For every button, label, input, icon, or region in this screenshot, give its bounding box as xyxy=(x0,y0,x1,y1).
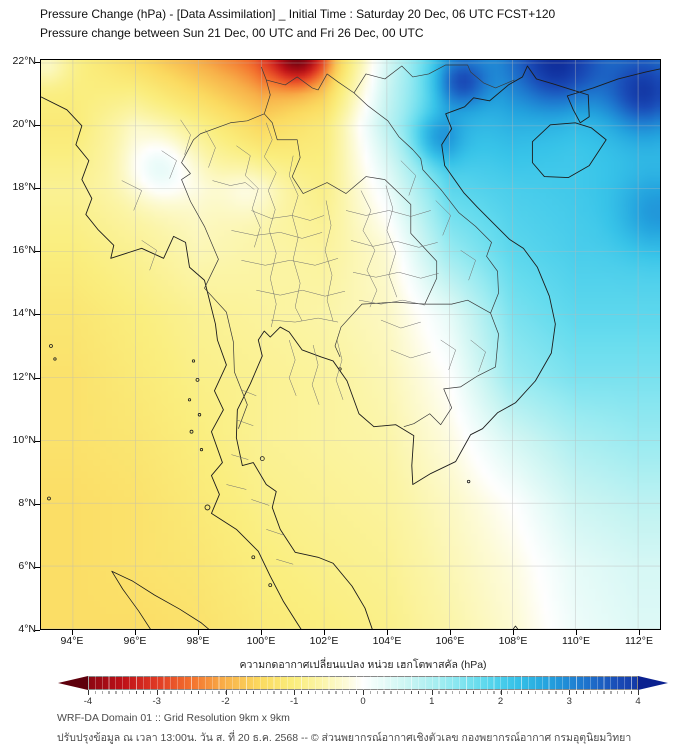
x-axis-tick xyxy=(513,630,514,635)
coast-myanmar-peninsula-west xyxy=(41,96,302,629)
x-axis-tick xyxy=(135,630,136,635)
x-axis-tick xyxy=(387,630,388,635)
y-axis-label: 22°N xyxy=(12,55,36,67)
colorbar-segments xyxy=(88,676,638,690)
footer-domain-info: WRF-DA Domain 01 :: Grid Resolution 9km … xyxy=(57,712,290,724)
footer-update-info: ปรับปรุงข้อมูล ณ เวลา 13:00น. วัน ส. ที่… xyxy=(57,732,632,744)
y-axis-label: 4°N xyxy=(18,622,36,635)
y-axis-tick xyxy=(35,566,40,568)
coast-hainan-island xyxy=(531,122,607,179)
y-axis-tick xyxy=(35,62,40,63)
pressure-change-heatmap xyxy=(41,60,660,629)
y-axis-label: 12°N xyxy=(12,370,36,383)
islands xyxy=(47,344,471,588)
x-axis-label: 102°E xyxy=(309,635,339,647)
coast-gulf-vietnam-china xyxy=(235,65,660,629)
colorbar-major-tick xyxy=(500,690,502,695)
province-borders xyxy=(121,119,486,565)
colorbar xyxy=(58,676,668,690)
y-axis-label: 6°N xyxy=(18,559,36,572)
plot-title-line1: Pressure Change (hPa) - [Data Assimilati… xyxy=(40,7,556,21)
x-axis-label: 110°E xyxy=(562,635,590,647)
colorbar-tick-label: 3 xyxy=(566,696,572,707)
y-axis-label: 8°N xyxy=(18,496,36,509)
colorbar-tick-label: -2 xyxy=(221,696,230,707)
y-axis-label: 18°N xyxy=(12,181,36,194)
colorbar-right-arrow xyxy=(638,676,668,690)
colorbar-major-tick xyxy=(569,690,571,695)
colorbar-tick-label: -4 xyxy=(83,696,93,707)
colorbar-title: ความกดอากาศเปลี่ยนแปลง หน่วย เฮกโตพาสคัล… xyxy=(239,659,487,671)
x-axis-tick xyxy=(198,630,199,635)
colorbar-tick-label: 2 xyxy=(497,696,504,707)
colorbar-major-tick xyxy=(88,690,89,695)
x-axis-label: 98°E xyxy=(186,635,210,647)
map-plot-area xyxy=(40,59,661,630)
y-axis-label: 10°N xyxy=(12,433,36,446)
x-axis-label: 108°E xyxy=(498,635,528,647)
plot-title-line2: Pressure change between Sun 21 Dec, 00 U… xyxy=(40,26,424,40)
colorbar-major-tick xyxy=(638,690,639,695)
country-borders xyxy=(181,64,515,429)
x-axis-label: 96°E xyxy=(123,635,147,647)
x-axis-label: 106°E xyxy=(435,635,465,647)
colorbar-tick-label: 4 xyxy=(635,696,641,707)
y-axis-tick xyxy=(35,377,40,379)
colorbar-left-arrow xyxy=(58,676,88,690)
y-axis-tick xyxy=(35,188,40,190)
x-axis-tick xyxy=(72,630,73,635)
x-axis-tick xyxy=(261,630,262,635)
x-axis-label: 104°E xyxy=(372,635,402,647)
colorbar-major-tick xyxy=(225,690,227,695)
x-axis-label: 94°E xyxy=(60,635,84,647)
y-axis-tick xyxy=(35,125,40,127)
map-overlay-svg xyxy=(41,60,660,629)
y-axis-label: 16°N xyxy=(12,244,36,257)
y-axis-tick xyxy=(35,314,40,316)
plot-title: Pressure Change (hPa) - [Data Assimilati… xyxy=(40,5,555,43)
colorbar-major-tick xyxy=(363,690,364,695)
colorbar-tick-label: -1 xyxy=(290,696,299,707)
colorbar-tick-label: 1 xyxy=(429,696,435,707)
x-axis-label: 100°E xyxy=(246,635,276,647)
y-axis-tick xyxy=(35,440,40,442)
y-axis-label: 14°N xyxy=(12,307,36,320)
y-axis-tick xyxy=(35,251,40,253)
y-axis-label: 20°N xyxy=(12,118,36,131)
colorbar-major-tick xyxy=(431,690,433,695)
x-axis-tick xyxy=(450,630,451,635)
coast-borneo-tip xyxy=(512,625,519,629)
colorbar-tick-label: 0 xyxy=(360,696,366,707)
colorbar-major-tick xyxy=(294,690,296,695)
coastlines xyxy=(41,65,660,629)
y-axis-tick xyxy=(35,629,40,631)
x-axis-tick xyxy=(576,630,577,635)
colorbar-major-tick xyxy=(156,690,158,695)
x-axis-label: 112°E xyxy=(625,635,653,647)
colorbar-tick-label: -3 xyxy=(152,696,161,707)
x-axis-tick xyxy=(324,630,325,635)
lat-lon-gridlines xyxy=(41,60,660,629)
coast-sumatra xyxy=(111,570,210,629)
x-axis-tick xyxy=(639,630,640,635)
y-axis-tick xyxy=(35,503,40,505)
